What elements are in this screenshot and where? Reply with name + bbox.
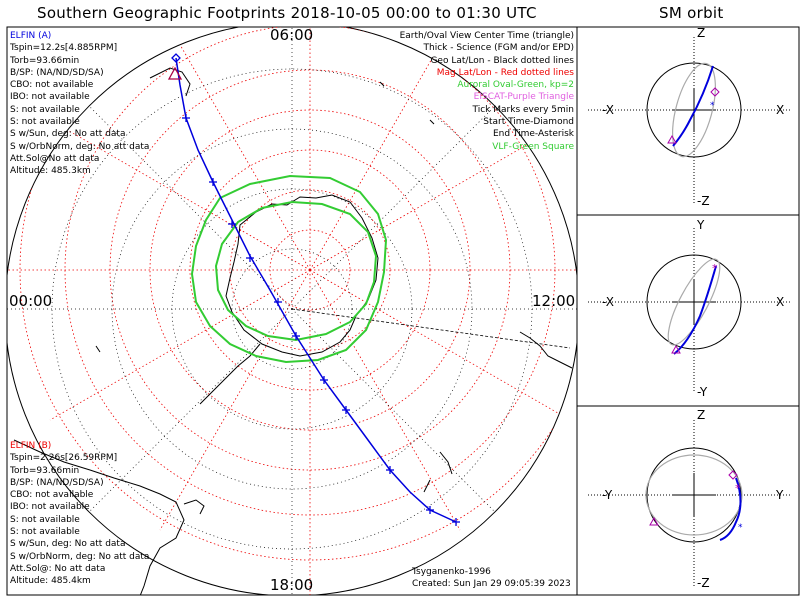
sm-panel-2: * xyxy=(588,228,792,392)
south-america-coastline xyxy=(13,439,185,595)
elfin-a-line: S w/OrbNorm, deg: No att data xyxy=(10,141,150,152)
sm3-top-label: Z xyxy=(697,408,706,422)
sm3-bottom-label: -Z xyxy=(697,576,710,590)
tierra-del-fuego xyxy=(183,499,205,515)
africa-coastline xyxy=(149,67,191,97)
sm-title: SM orbit xyxy=(659,4,724,22)
mag-grid xyxy=(7,27,577,595)
elfin-a-line: Tspin=12.2s[4.885RPM] xyxy=(10,43,118,54)
sm1-left-label: -X xyxy=(602,103,614,117)
elfin-a-line: Altitude: 485.3km xyxy=(10,166,91,177)
tick-mark xyxy=(386,466,394,474)
legend-geo: Geo Lat/Lon - Black dotted lines xyxy=(430,55,574,66)
chart-title: Southern Geographic Footprints 2018-10-0… xyxy=(37,4,537,22)
elfin-b-line: IBO: not available xyxy=(10,502,90,513)
elfin-b-info: ELFIN (B) Tspin=2.26s[26.59RPM] Torb=93.… xyxy=(10,440,149,588)
sm2-bottom-label: -Y xyxy=(697,385,708,399)
elfin-a-line: S: not available xyxy=(10,104,80,115)
sm-panel-1: * xyxy=(588,37,792,203)
new-zealand-coastline xyxy=(423,451,453,493)
sm-panel-3: * * xyxy=(588,420,792,586)
legend-end: End Time-Asterisk xyxy=(492,129,574,140)
elfin-a-start-marker xyxy=(171,53,181,63)
legend-start: Start Time-Diamond xyxy=(483,117,574,128)
svg-text:*: * xyxy=(712,262,718,275)
elfin-a-track xyxy=(175,57,457,523)
svg-text:*: * xyxy=(738,523,743,533)
elfin-a-line: Att.Sol@No att data xyxy=(10,153,100,164)
elfin-a-info: ELFIN (A) Tspin=12.2s[4.885RPM] Torb=93.… xyxy=(10,30,149,178)
elfin-b-line: S w/OrbNorm, deg: No att data xyxy=(10,551,150,562)
sm1-right-label: X xyxy=(776,103,785,117)
geo-grid xyxy=(7,27,577,595)
elfin-b-line: Altitude: 485.4km xyxy=(10,576,91,587)
elfin-b-line: Att.Sol@: No att data xyxy=(10,563,106,574)
antarctic-peninsula xyxy=(199,343,261,405)
tick-mark xyxy=(274,298,282,306)
legend-eiscat: EISCAT-Purple Triangle xyxy=(473,92,574,103)
svg-text:*: * xyxy=(710,101,715,111)
legend-tick: Tick Marks every 5min xyxy=(472,104,574,115)
footer-created: Created: Sun Jan 29 09:05:39 2023 xyxy=(412,579,571,590)
elfin-a-line: Torb=93.66min xyxy=(10,55,80,66)
sm3-left-label: -Y xyxy=(602,488,613,502)
tick-mark xyxy=(426,506,434,514)
tick-mark xyxy=(182,114,190,122)
lt-label-right: 12:00 xyxy=(532,292,576,310)
sm1-bottom-label: -Z xyxy=(697,194,710,208)
elfin-b-line: S: not available xyxy=(10,514,80,525)
elfin-b-line: CBO: not available xyxy=(10,490,94,501)
elfin-a-tick-marks xyxy=(182,114,460,526)
tick-mark xyxy=(320,376,328,384)
footer-author: Tsyganenko-1996 xyxy=(412,567,491,577)
sm-frame xyxy=(576,26,800,596)
elfin-a-line: IBO: not available xyxy=(10,92,90,103)
australia-coastline xyxy=(519,331,573,369)
islands xyxy=(95,81,435,353)
sm3-right-label: Y xyxy=(776,488,784,502)
elfin-a-line: S: not available xyxy=(10,117,80,128)
tick-mark xyxy=(246,254,254,262)
elfin-a-line: B/SP: (NA/ND/SD/SA) xyxy=(10,67,104,78)
legend-auroral: Auroral Oval-Green, kp=2 xyxy=(457,80,574,91)
elfin-b-line: B/SP: (NA/ND/SD/SA) xyxy=(10,477,104,488)
lt-label-left: 00:00 xyxy=(9,292,53,310)
legend: Earth/Oval View Center Time (triangle) T… xyxy=(400,30,574,153)
elfin-b-line: Torb=93.66min xyxy=(10,465,80,476)
sm2-right-label: X xyxy=(776,295,785,309)
elfin-b-line: S w/Sun, deg: No att data xyxy=(10,539,126,550)
sm1-top-label: Z xyxy=(697,26,706,40)
elfin-a-line: S w/Sun, deg: No att data xyxy=(10,129,126,140)
lt-label-top: 06:00 xyxy=(270,26,314,44)
tick-mark xyxy=(228,220,236,228)
legend-science: Thick - Science (FGM and/or EPD) xyxy=(423,43,574,54)
legend-mag: Mag Lat/Lon - Red dotted lines xyxy=(436,67,574,78)
sm2-left-label: -X xyxy=(602,295,614,309)
tick-mark xyxy=(292,332,300,340)
elfin-b-line: S: not available xyxy=(10,527,80,538)
tick-mark xyxy=(452,518,460,526)
elfin-a-view-center-triangle xyxy=(167,66,183,80)
auroral-oval-outer xyxy=(190,174,388,364)
elfin-a-name: ELFIN (A) xyxy=(10,31,52,41)
footer: Tsyganenko-1996 Created: Sun Jan 29 09:0… xyxy=(412,566,571,591)
svg-text:*: * xyxy=(735,482,741,495)
noon-meridian xyxy=(291,308,571,349)
tick-mark xyxy=(209,178,217,186)
lt-label-bottom: 18:00 xyxy=(270,576,314,594)
auroral-oval-inner xyxy=(214,200,378,342)
elfin-b-name: ELFIN (B) xyxy=(10,441,52,451)
sm2-top-label: Y xyxy=(697,218,705,232)
elfin-b-line: Tspin=2.26s[26.59RPM] xyxy=(10,453,118,464)
legend-view-center: Earth/Oval View Center Time (triangle) xyxy=(399,31,574,41)
tick-mark xyxy=(342,406,350,414)
elfin-a-line: CBO: not available xyxy=(10,80,94,91)
legend-vlf: VLF-Green Square xyxy=(492,141,574,152)
